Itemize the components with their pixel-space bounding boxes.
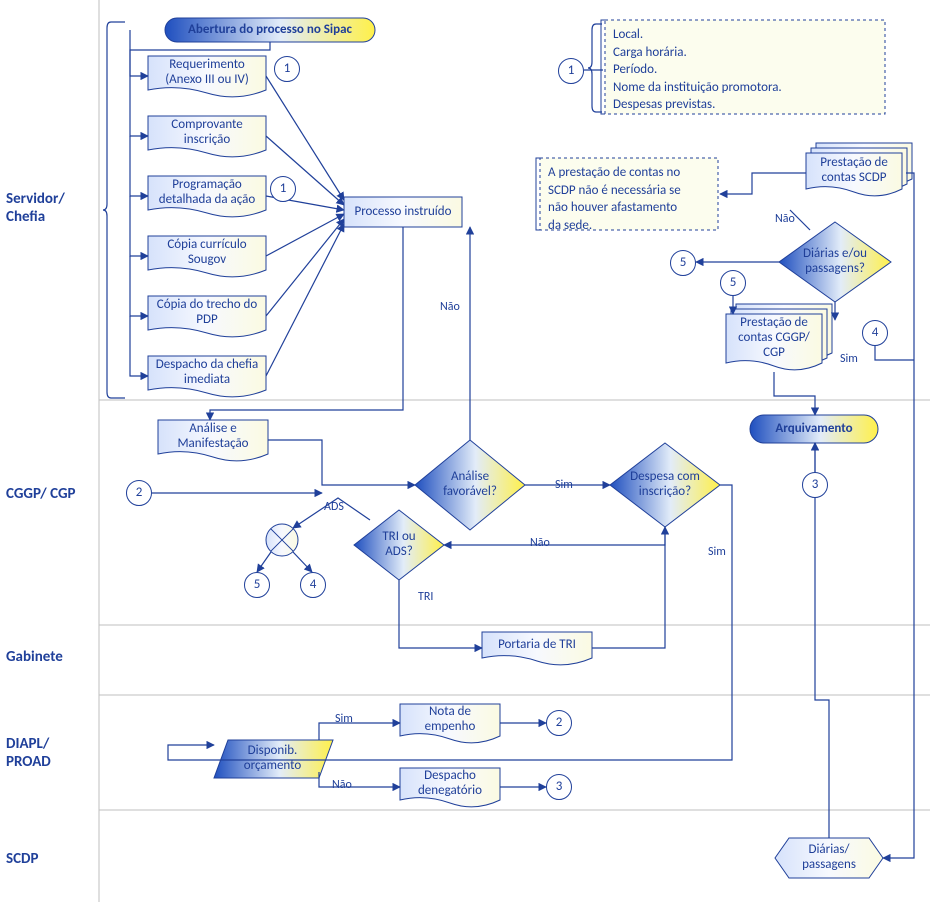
node-text: Prestação decontas CGGP/CGP	[726, 314, 822, 363]
connector-c_or5: 5	[244, 572, 270, 598]
edge-e_or_5	[257, 552, 271, 572]
node-text: Programaçãodetalhada da ação	[148, 176, 266, 210]
lane-label-servidor: Servidor/Chefia	[6, 190, 96, 226]
node-text: Despesa cominscrição?	[610, 443, 720, 527]
node-text: TRI ouADS?	[354, 510, 444, 580]
edge-label: TRI	[418, 590, 433, 604]
edge-e_c4_up	[875, 346, 914, 360]
edge-label: Sim	[708, 545, 726, 559]
edge-e_hex_arq	[815, 443, 829, 838]
edge-e_scdp_note	[720, 173, 806, 194]
connector-c_nota2: 2	[546, 710, 572, 736]
connector-c_or4: 4	[300, 572, 326, 598]
edge-e_s_d6	[130, 316, 148, 376]
edge-e_s_d1	[130, 30, 148, 76]
lane-label-gabinete: Gabinete	[6, 648, 96, 666]
connector-c_cggp5: 5	[720, 270, 746, 296]
connector-c_cggp2: 2	[126, 480, 152, 506]
connector-c_arq3: 3	[802, 472, 828, 498]
edge-label: ADS	[324, 500, 344, 514]
edge-e_or_4	[293, 552, 312, 572]
edge-e_d5_p	[266, 219, 344, 316]
connector-c_doc1: 1	[274, 56, 300, 82]
edge-label: Sim	[335, 712, 353, 726]
node-text: Despacho da chefiaimediata	[148, 356, 266, 390]
edge-e_d4_p	[266, 214, 344, 256]
node-text: Diárias/passagens	[775, 838, 883, 878]
node-text: Abertura do processo no Sipac	[165, 18, 375, 42]
edge-e_cggp_arq	[774, 372, 815, 415]
edge-label: Não	[332, 778, 352, 792]
node-text: Arquivamento	[750, 415, 878, 443]
edge-label: Não	[775, 212, 795, 226]
node-text: Disponib.orçamento	[220, 740, 325, 778]
lane-label-cggp: CGGP/ CGP	[6, 485, 96, 503]
connector-c_doc3: 1	[270, 176, 296, 202]
edge-label: Não	[530, 536, 550, 550]
edge-label: Não	[440, 300, 460, 314]
connector-c_desp3: 3	[546, 774, 572, 800]
edge-label: Sim	[840, 352, 858, 366]
node-text: Cópia currículoSougov	[148, 236, 266, 270]
node-text: Comprovanteinscrição	[148, 116, 266, 150]
edge-e_tri_tri	[399, 580, 482, 648]
node-text: Diárias e/oupassagens?	[779, 222, 891, 302]
edge-e_disp_sim	[319, 723, 400, 740]
node-text: Portaria de TRI	[482, 632, 592, 658]
connector-c_diar5: 5	[670, 250, 696, 276]
edge-e_s_d4	[130, 196, 148, 256]
node-text: Prestação decontas SCDP	[806, 153, 902, 189]
annotation-text: A prestação de contas noSCDP não é neces…	[548, 164, 714, 234]
edge-e_s_d2	[130, 76, 148, 136]
connector-c_diar4: 4	[862, 320, 888, 346]
connector-c_note1: 1	[558, 58, 584, 84]
node-text: Análise eManifestação	[158, 420, 268, 454]
edge-e_s_d3	[130, 136, 148, 196]
node-text: Nota deempenho	[400, 704, 500, 736]
node-text: Cópia do trecho doPDP	[148, 296, 266, 330]
edge-label: Sim	[555, 478, 573, 492]
node-text: Despachodenegatório	[400, 768, 500, 800]
edge-e_an_fav	[268, 440, 415, 485]
lane-label-diapl: DIAPL/PROAD	[6, 735, 96, 771]
node-text: Requerimento(Anexo III ou IV)	[148, 56, 266, 90]
node-text: Processo instruído	[344, 197, 462, 227]
edge-e_d6_p	[266, 224, 344, 376]
edge-e_s_d5	[130, 256, 148, 316]
annotation-text: Local.Carga horária.Período.Nome da inst…	[613, 26, 881, 114]
lane-label-scdp: SCDP	[6, 850, 96, 868]
